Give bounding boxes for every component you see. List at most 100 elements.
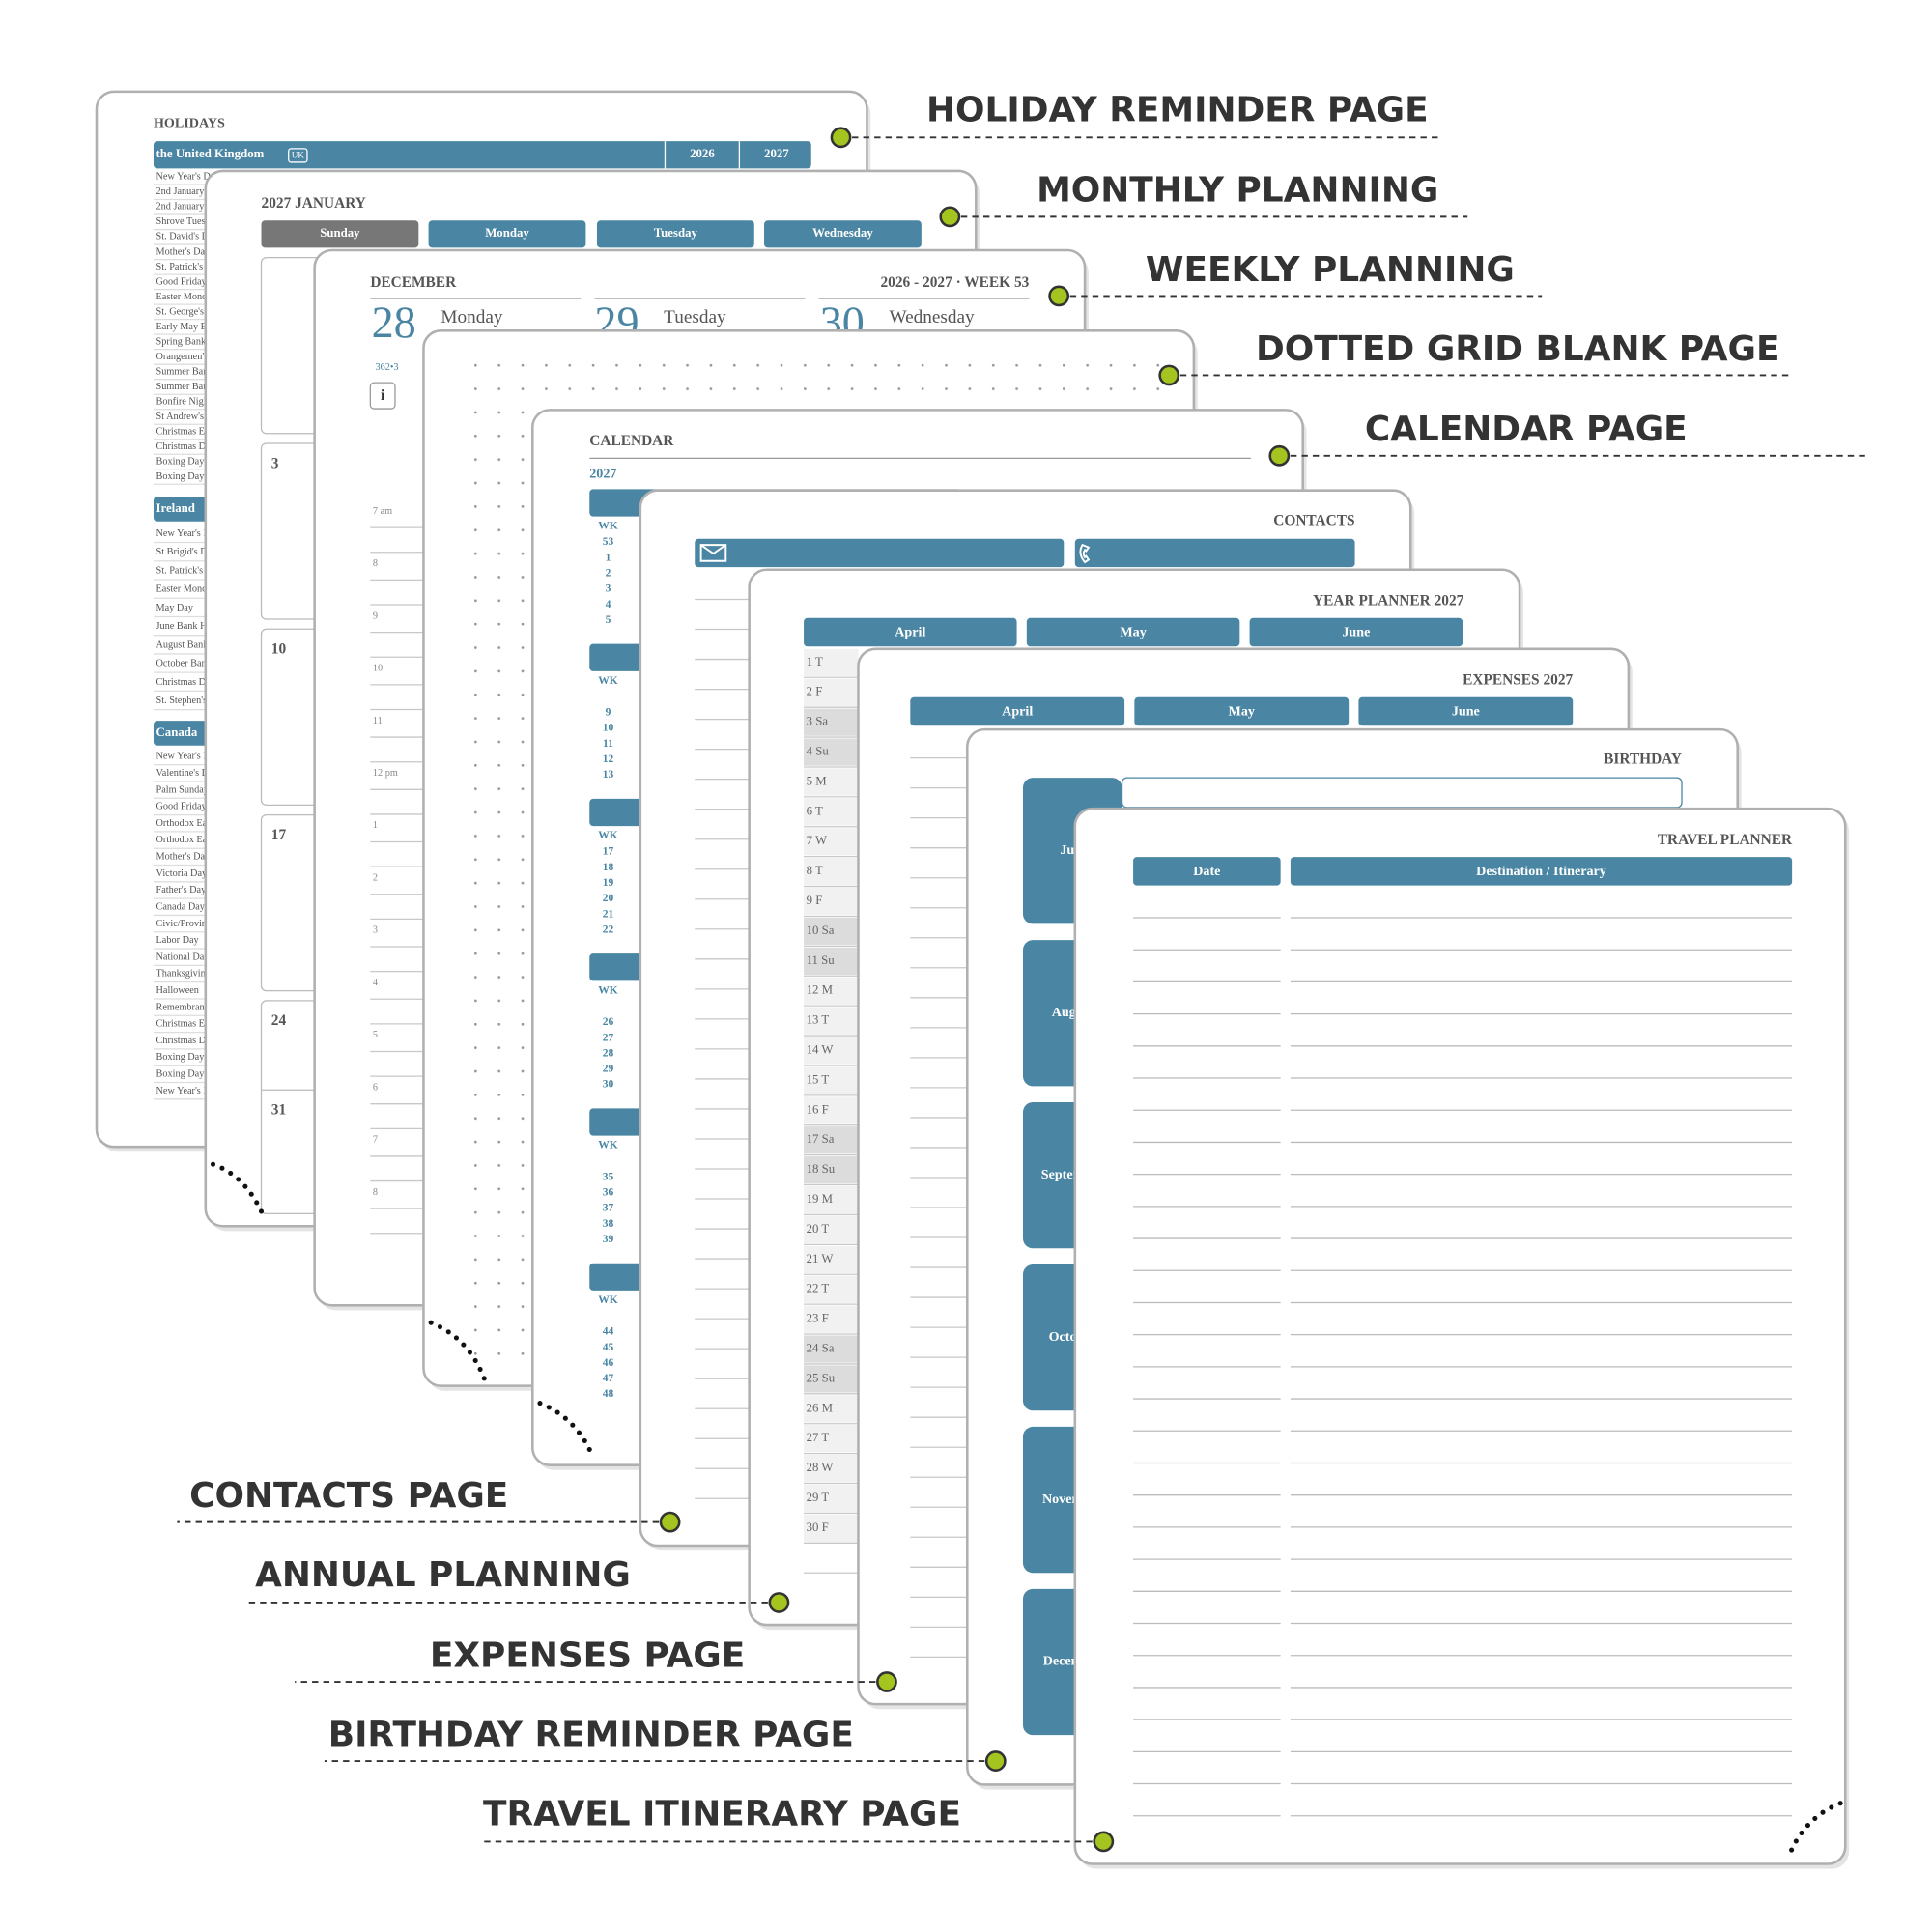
label: 25 Su <box>807 1371 836 1384</box>
label: 2027 <box>589 466 616 481</box>
box <box>288 148 308 163</box>
callout-label: CALENDAR PAGE <box>1365 410 1688 449</box>
label: 10 Sa <box>807 923 835 937</box>
label: 5 <box>606 614 611 626</box>
day-row <box>804 1126 859 1154</box>
label: 21 <box>603 908 614 920</box>
label: Wednesday <box>890 307 975 327</box>
label: National Day for Truth <box>156 952 247 962</box>
day-row <box>804 977 859 1005</box>
label: Boxing Day <box>156 471 206 482</box>
callout-label: ANNUAL PLANNING <box>255 1555 631 1595</box>
day-row <box>804 947 859 975</box>
day-row <box>804 1245 859 1273</box>
email-bar <box>695 538 1065 568</box>
label: 29 T <box>807 1491 830 1504</box>
label: 19 M <box>807 1192 834 1206</box>
week-label: WK <box>598 830 618 841</box>
label: June Bank Holiday <box>156 621 233 632</box>
label: 10 <box>373 664 383 674</box>
label: 4 <box>606 599 611 611</box>
label: 39 <box>603 1234 614 1245</box>
callout-dot <box>768 1592 790 1613</box>
label: New Year's Day <box>156 172 221 183</box>
phone-bar <box>1074 538 1355 568</box>
day-row <box>804 828 859 856</box>
label: 10 <box>271 641 287 658</box>
label: 17 Sa <box>807 1132 835 1146</box>
label: Canada Day <box>156 901 206 912</box>
weekday-bar <box>596 220 754 248</box>
label: EXPENSES 2027 <box>1463 672 1573 689</box>
callout-label: BIRTHDAY REMINDER PAGE <box>328 1715 854 1754</box>
label: 8 <box>373 1187 378 1198</box>
label: 9 <box>606 707 611 719</box>
label: Boxing Day <box>156 456 206 467</box>
label: 19 <box>603 877 614 889</box>
label: i <box>381 387 385 404</box>
label: St. David's Day <box>156 232 219 242</box>
page <box>1073 807 1847 1865</box>
callout-dot <box>876 1671 897 1692</box>
ring-holes <box>1785 1801 1843 1861</box>
label: Monday <box>440 307 502 327</box>
label: Summer Bank Holiday <box>156 366 248 377</box>
label: Ireland <box>156 501 195 515</box>
label: 16 F <box>807 1102 829 1116</box>
week-label: WK <box>598 521 618 532</box>
label: 3 Sa <box>807 715 829 728</box>
label: 37 <box>603 1203 614 1214</box>
callout-dot <box>1268 444 1291 467</box>
label: 12 <box>603 753 614 765</box>
label: New Year's Eve <box>156 1086 219 1096</box>
label: 2nd January <box>156 186 206 197</box>
label: 12 M <box>807 983 834 997</box>
column-bar <box>1290 857 1793 886</box>
label: Halloween <box>156 985 199 996</box>
label: Christmas Day <box>156 677 216 688</box>
label: 5 M <box>807 774 828 787</box>
label: St. Stephen's Day <box>156 696 227 706</box>
label: 11 Su <box>807 953 836 967</box>
label: 8 <box>373 558 378 569</box>
label: 7 <box>373 1135 378 1146</box>
label: 30 F <box>807 1520 829 1534</box>
day-row <box>804 1395 859 1423</box>
label: 1 <box>373 820 378 831</box>
label: BIRTHDAY <box>1604 752 1682 768</box>
day-row <box>804 738 859 766</box>
label: June <box>1342 624 1370 639</box>
day-row <box>804 1037 859 1065</box>
label: Valentine's Day <box>156 768 219 779</box>
label: 14 W <box>807 1043 835 1057</box>
day-row <box>804 1455 859 1483</box>
label: the United Kingdom <box>156 147 265 160</box>
day-row <box>804 1514 859 1543</box>
label: 2026 - 2027 · WEEK 53 <box>880 274 1029 291</box>
callout-label: CONTACTS PAGE <box>189 1476 508 1516</box>
callout-label: EXPENSES PAGE <box>430 1635 745 1675</box>
label: St Brigid's Day <box>156 547 218 557</box>
callout-label: HOLIDAY REMINDER PAGE <box>926 90 1429 129</box>
label: 17 <box>603 846 614 858</box>
label: June <box>1452 703 1480 719</box>
label: CALENDAR <box>589 433 674 449</box>
label: TRAVEL PLANNER <box>1658 832 1793 848</box>
week-label: WK <box>598 1294 618 1306</box>
label: Good Friday <box>156 276 208 287</box>
label: 23 F <box>807 1312 829 1325</box>
weekday-bar <box>261 220 419 248</box>
label: 24 <box>271 1012 287 1029</box>
label: 9 F <box>807 894 823 907</box>
label: 48 <box>603 1388 614 1400</box>
label: 13 T <box>807 1013 830 1027</box>
month-bar <box>910 696 1125 726</box>
label: Monday <box>485 226 529 240</box>
label: Boxing Day <box>156 1069 206 1080</box>
label: 2026 <box>690 147 715 160</box>
label: 29 <box>603 1064 614 1075</box>
label: St. Patrick's Day <box>156 565 223 576</box>
day-row <box>804 708 859 736</box>
label: 4 Su <box>807 745 830 758</box>
